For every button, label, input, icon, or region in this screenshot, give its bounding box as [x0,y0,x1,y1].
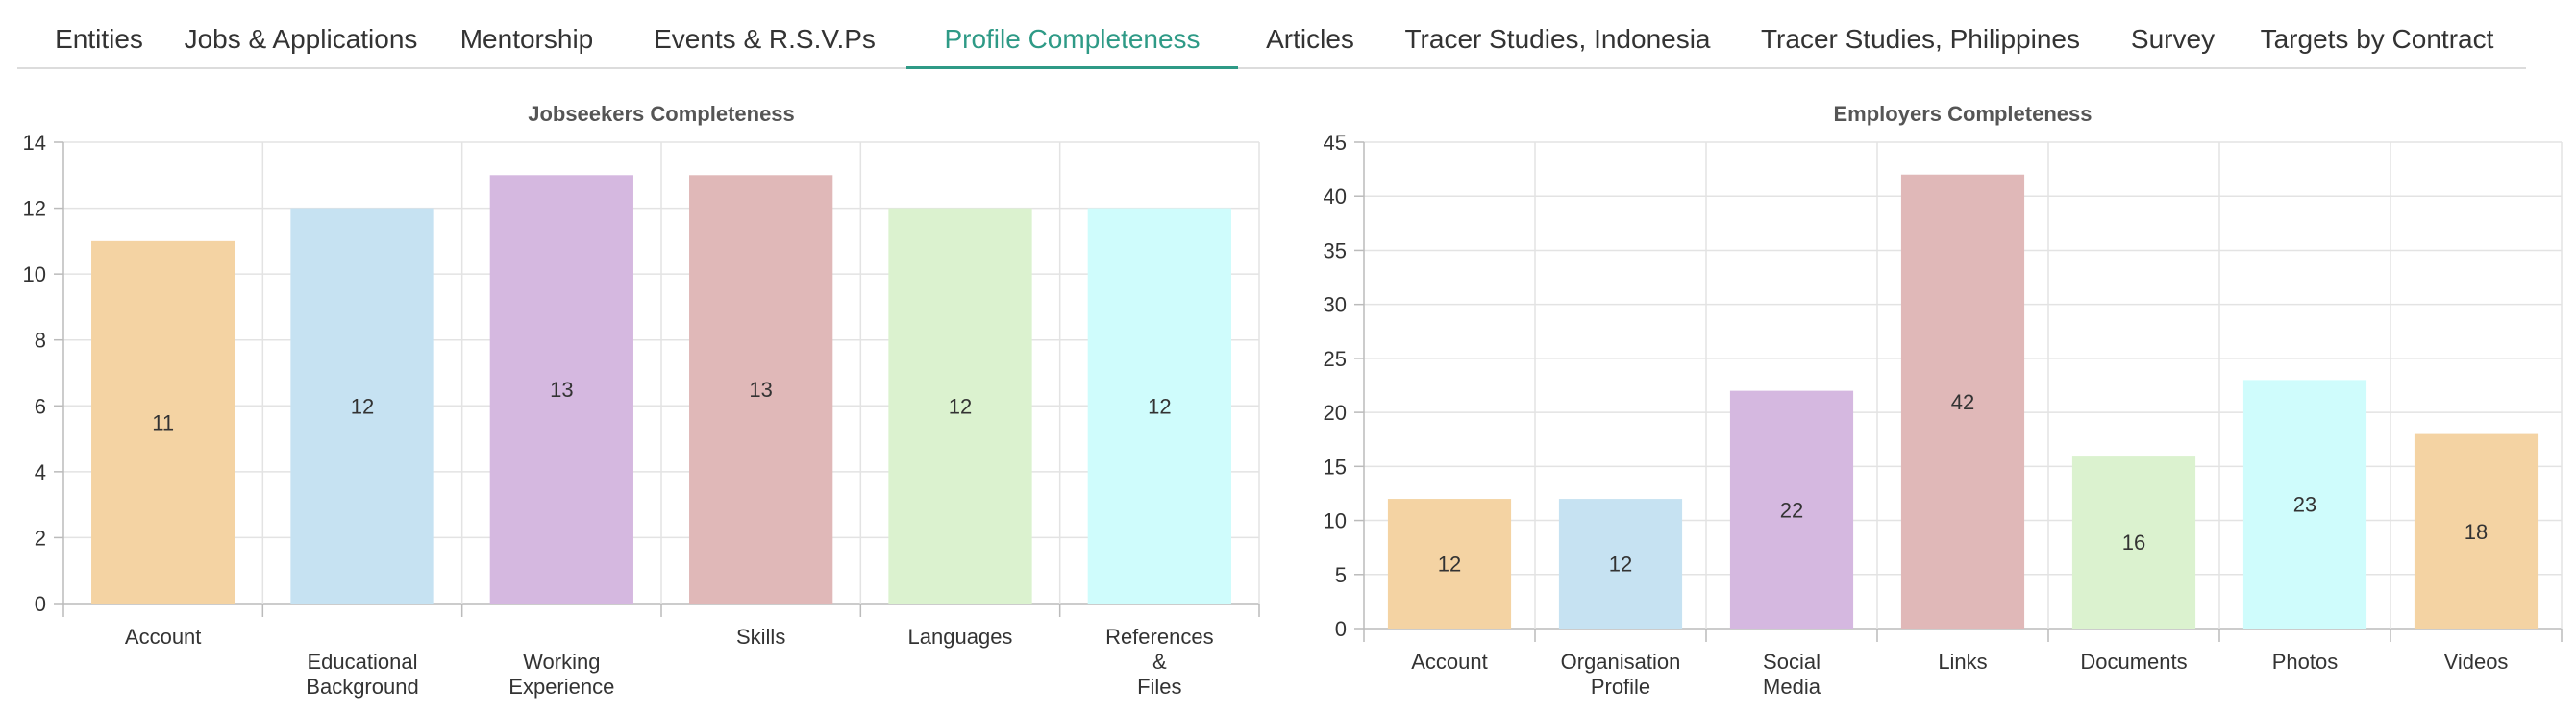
y-tick-label: 2 [35,526,46,550]
y-tick-label: 8 [35,329,46,353]
chart-title: Jobseekers Completeness [528,102,795,126]
y-tick-label: 45 [1324,131,1347,155]
jobseekers-completeness-chart: Jobseekers Completeness 0 2 4 6 8 10 12 14 11 Acco… [23,102,1260,699]
category-label: Media [1763,675,1821,699]
bar [888,208,1032,605]
bar [1558,499,1683,629]
y-tick-label: 4 [35,460,46,484]
bar-value-label: 22 [1780,498,1803,522]
employers-completeness-chart: Employers Completeness 0 5 10 15 20 25 30 35 40 45… [1324,102,2563,699]
category-label: Account [1411,650,1488,674]
category-label: Social [1763,650,1821,674]
category-label: Experience [508,675,614,699]
bar [689,175,833,604]
y-tick-label: 10 [23,262,46,286]
category-label: Profile [1591,675,1650,699]
bar [2414,433,2539,629]
category-label: Photos [2272,650,2339,674]
bar [1729,390,1854,629]
y-tick-label: 0 [1335,617,1347,641]
y-tick-label: 40 [1324,185,1347,209]
category-label: Background [306,675,418,699]
tab-profile-completeness[interactable]: Profile Completeness [906,0,1238,69]
y-tick-label: 0 [35,592,46,616]
bar-value-label: 12 [1609,553,1632,577]
bar-value-label: 12 [949,394,972,418]
category-label: & [1152,650,1167,674]
tab-events-rsvps[interactable]: Events & R.S.V.Ps [654,24,876,54]
y-tick-label: 14 [23,131,46,155]
tab-tracer-studies-indonesia[interactable]: Tracer Studies, Indonesia [1404,24,1711,54]
y-tick-label: 10 [1324,509,1347,533]
bar-value-label: 13 [749,378,772,402]
category-label: Files [1137,675,1181,699]
bar-value-label: 18 [2465,520,2488,544]
category-label: Documents [2080,650,2187,674]
bar-value-label: 16 [2122,531,2145,555]
category-label: Skills [736,625,785,649]
tab-jobs-applications[interactable]: Jobs & Applications [184,24,418,54]
bar [290,208,434,605]
employers-chart-container: Employers Completeness 0 5 10 15 20 25 30 35 40 45… [1293,86,2571,716]
category-label: References [1105,625,1214,649]
bar [489,175,633,604]
bar-value-label: 12 [1148,394,1171,418]
y-tick-label: 12 [23,197,46,221]
jobseekers-chart-container: Jobseekers Completeness 0 2 4 6 8 10 12 14 11 Acco… [0,86,1278,716]
bar [91,240,235,604]
tab-bar: Entities Jobs & Applications Mentorship … [17,0,2526,69]
bar [1087,208,1231,605]
category-label: Working [523,650,600,674]
bar-value-label: 13 [550,378,573,402]
tab-targets-by-contract[interactable]: Targets by Contract [2260,24,2494,54]
tab-mentorship[interactable]: Mentorship [459,24,594,54]
category-label: Videos [2444,650,2509,674]
bar [1900,174,2025,629]
y-tick-label: 6 [35,394,46,418]
bar-value-label: 12 [1438,553,1461,577]
y-tick-label: 5 [1335,563,1347,587]
y-tick-label: 15 [1324,455,1347,479]
bar-value-label: 12 [351,394,374,418]
bar-value-label: 11 [152,410,174,434]
bar [2242,380,2367,629]
tab-articles[interactable]: Articles [1266,24,1354,54]
bar-value-label: 42 [1951,390,1974,414]
category-label: Links [1938,650,1987,674]
y-tick-label: 25 [1324,347,1347,371]
category-label: Educational [308,650,418,674]
chart-title: Employers Completeness [1834,102,2093,126]
tab-tracer-studies-philippines[interactable]: Tracer Studies, Philippines [1760,24,2080,54]
tab-entities[interactable]: Entities [55,24,143,54]
category-label: Organisation [1561,650,1681,674]
bar [1387,499,1512,629]
bar-value-label: 23 [2293,493,2316,517]
tab-survey[interactable]: Survey [2130,24,2216,54]
y-tick-label: 20 [1324,401,1347,425]
y-tick-label: 30 [1324,293,1347,317]
y-tick-label: 35 [1324,238,1347,262]
category-label: Languages [908,625,1013,649]
bar [2071,456,2196,629]
category-label: Account [125,625,202,649]
